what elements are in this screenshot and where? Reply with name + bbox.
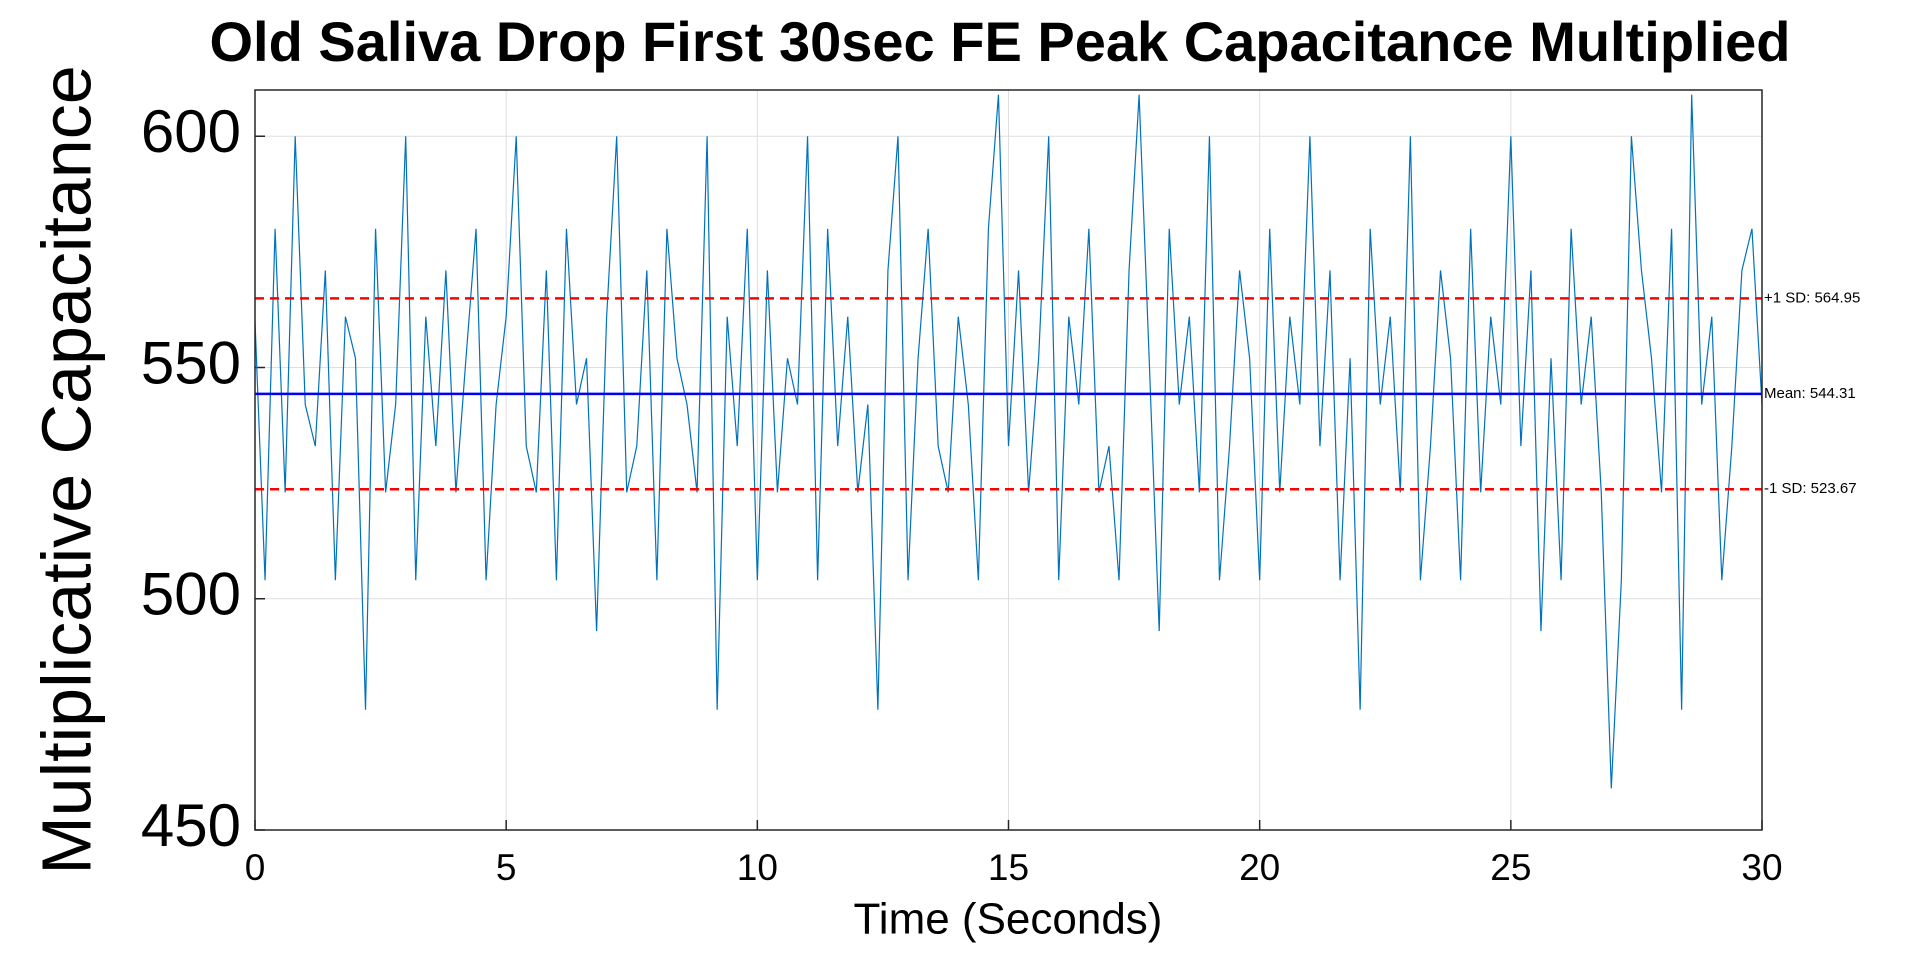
reference-label: +1 SD: 564.95 <box>1764 289 1860 306</box>
x-tick-label: 15 <box>988 847 1029 888</box>
x-axis-label: Time (Seconds) <box>854 895 1163 944</box>
reference-label: -1 SD: 523.67 <box>1764 480 1857 497</box>
y-tick-label: 450 <box>141 792 241 859</box>
plot-frame <box>254 89 1763 831</box>
y-axis-label: Multiplicative Capacitance <box>27 65 105 874</box>
y-tick-label: 500 <box>141 561 241 628</box>
x-tick-label: 30 <box>1741 847 1782 888</box>
chart-title: Old Saliva Drop First 30sec FE Peak Capa… <box>210 10 1791 73</box>
reference-label: Mean: 544.31 <box>1764 385 1856 402</box>
x-tick-label: 25 <box>1490 847 1531 888</box>
x-tick-label: 10 <box>737 847 778 888</box>
data-line <box>254 94 1763 789</box>
y-tick-label: 600 <box>141 98 241 165</box>
x-tick-label: 20 <box>1239 847 1280 888</box>
y-tick-label: 550 <box>141 329 241 396</box>
x-tick-label: 5 <box>496 847 517 888</box>
x-tick-label: 0 <box>245 847 266 888</box>
